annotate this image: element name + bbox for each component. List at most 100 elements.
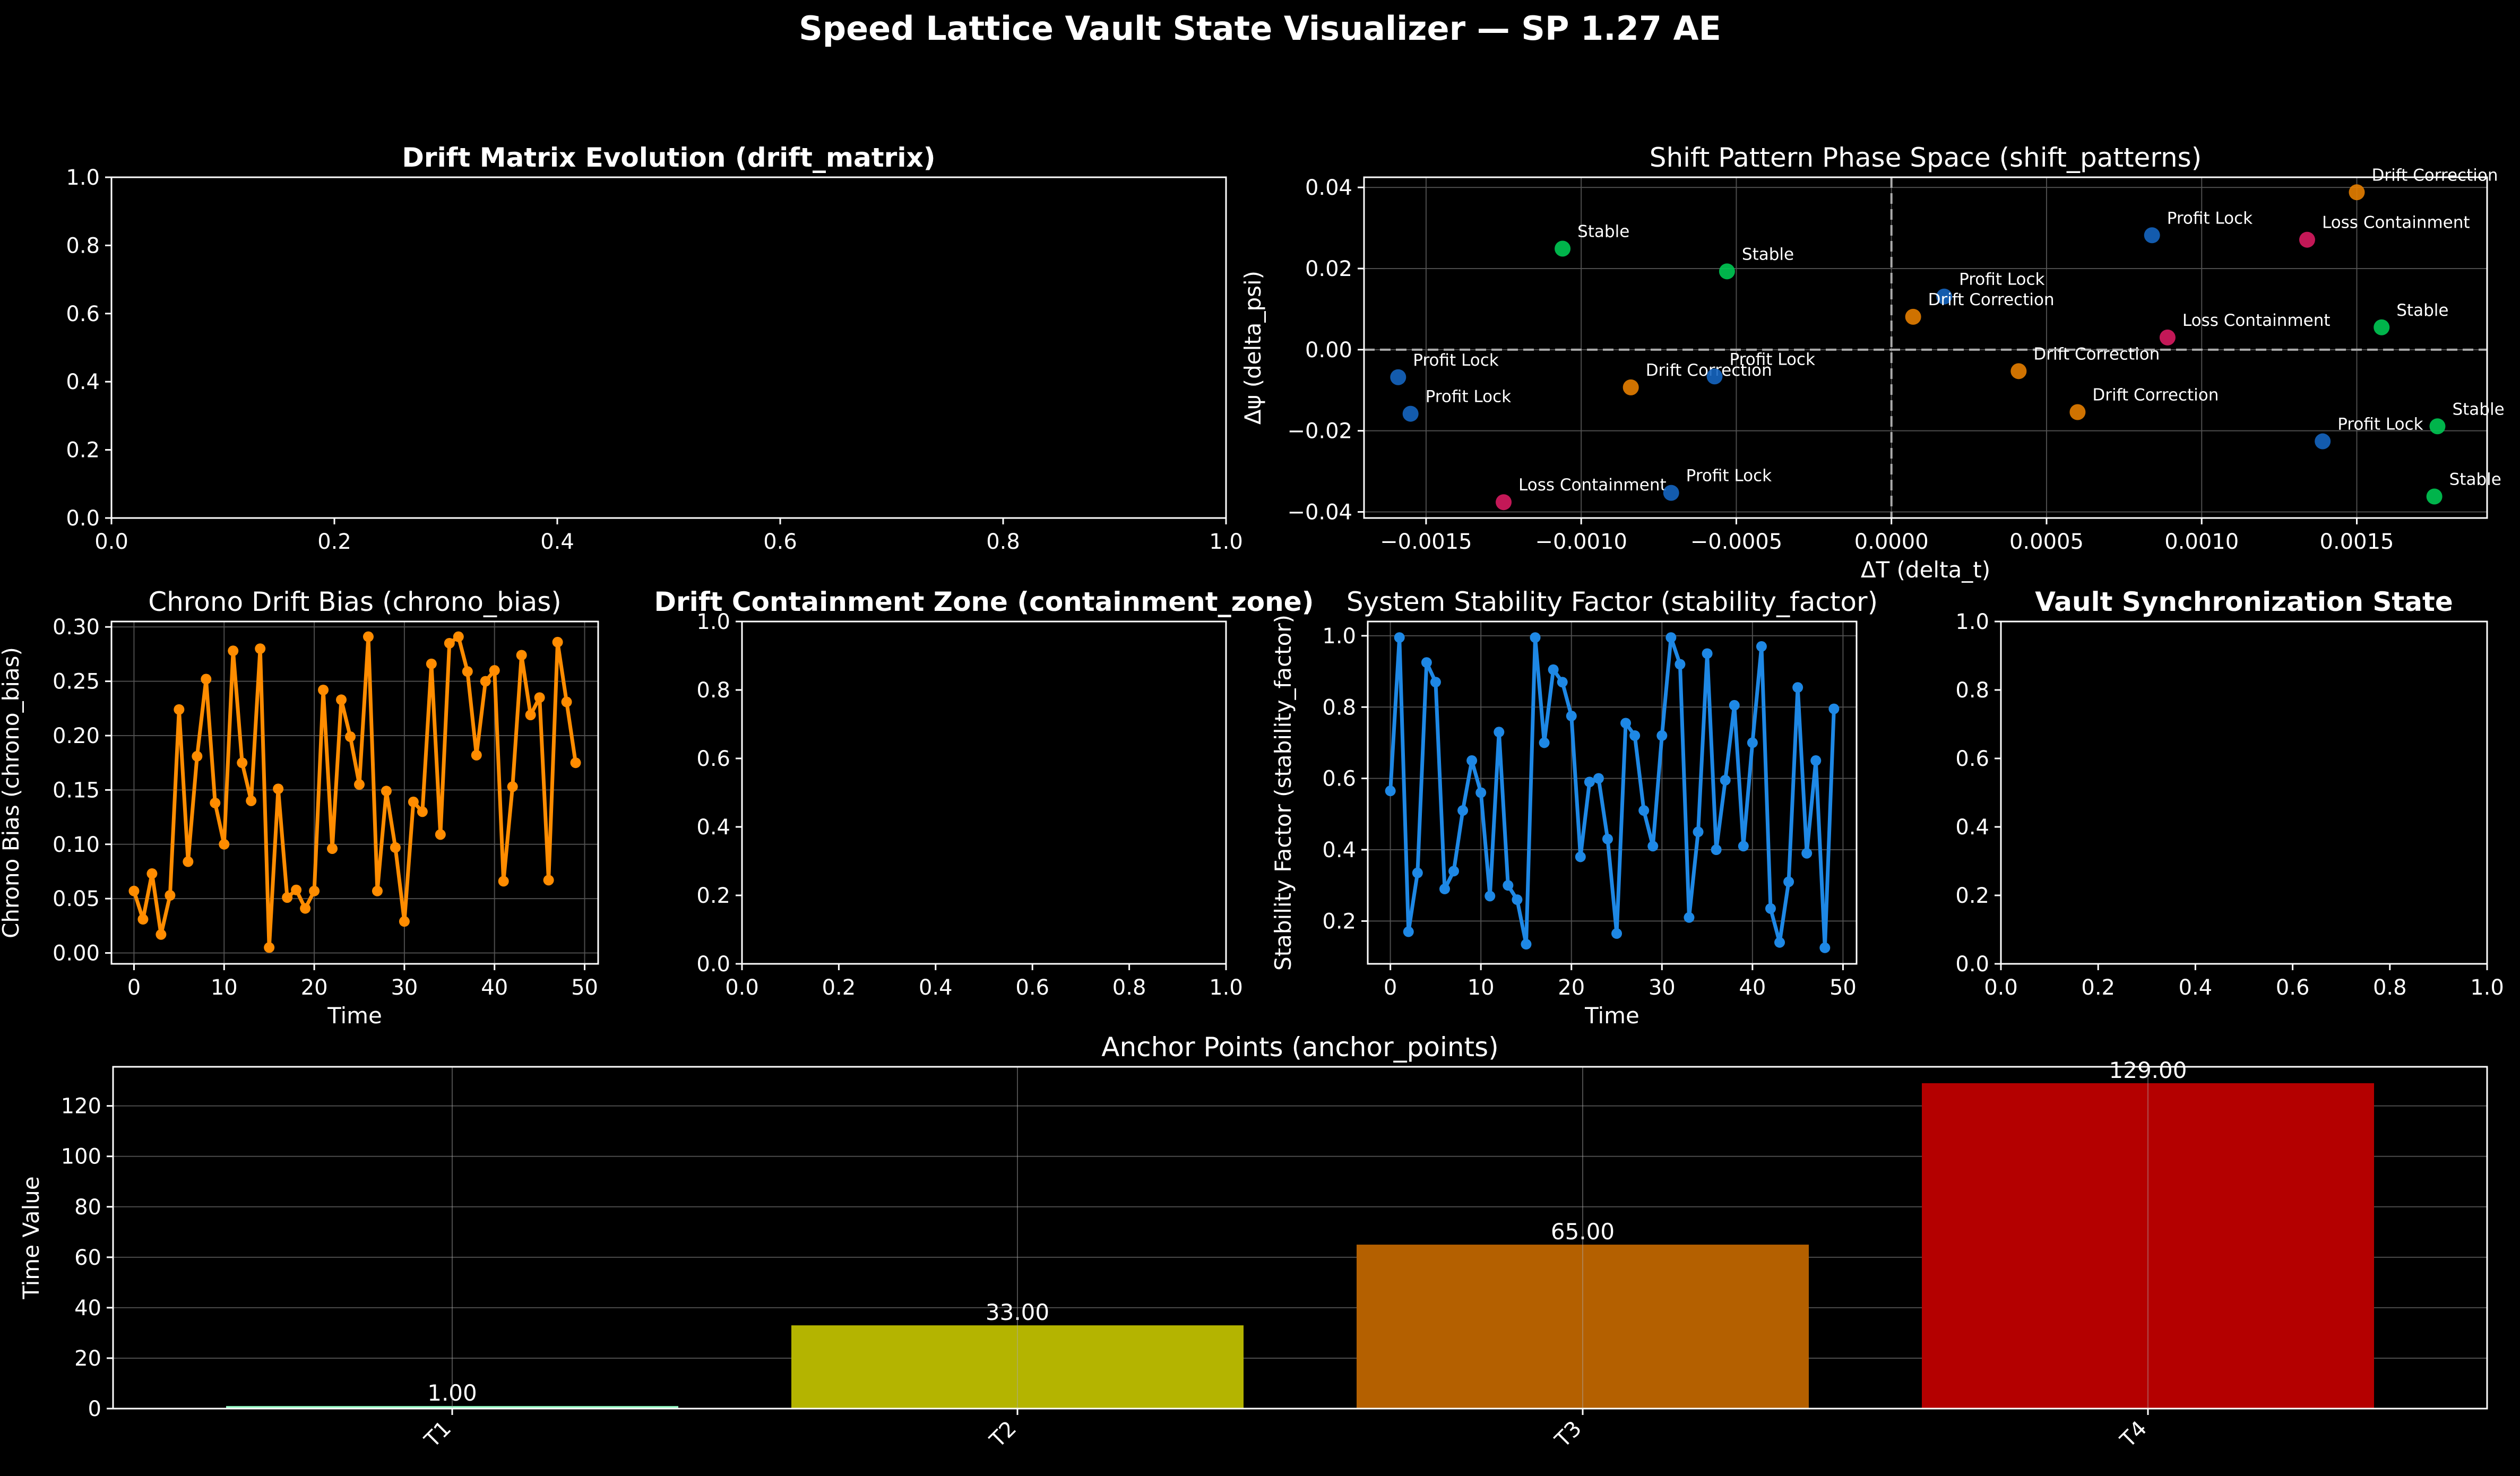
series-point xyxy=(507,781,518,792)
y-tick-label: 0.00 xyxy=(1305,338,1352,362)
scatter-point-profit-lock xyxy=(2315,433,2331,450)
point-annotation: Loss Containment xyxy=(2182,311,2331,330)
series-point xyxy=(246,795,257,806)
series-point xyxy=(1792,682,1803,693)
point-annotation: Profit Lock xyxy=(1730,350,1815,369)
series-point xyxy=(192,750,203,762)
axes-frame xyxy=(112,1066,2488,1410)
axes-frame xyxy=(1367,620,1858,965)
x-tick-label: 10 xyxy=(211,976,238,1000)
x-tick-label: 30 xyxy=(1649,976,1676,1000)
x-tick-label: 0.8 xyxy=(2373,976,2407,1000)
series-point xyxy=(156,929,167,940)
y-tick-label: 0.0 xyxy=(1955,952,1989,977)
series-point xyxy=(561,696,572,707)
axes-title: Anchor Points (anchor_points) xyxy=(1101,1032,1498,1063)
series-point xyxy=(291,884,302,895)
scatter-point-stable xyxy=(2429,418,2446,435)
series-point xyxy=(390,842,401,853)
subplot-stability_factor: 0 10 20 30 40 50 0.2 0.4 0.6 0.8 1.0 System Stabili… xyxy=(1270,586,1878,1029)
y-tick-label: 0.8 xyxy=(66,234,100,258)
series-point xyxy=(453,631,464,642)
series-point xyxy=(1466,755,1478,766)
y-axis-label: Stability Factor (stability_factor) xyxy=(1270,615,1296,971)
series-point xyxy=(1475,787,1487,798)
series-point xyxy=(219,839,230,850)
x-tick-label: 0.0000 xyxy=(1854,530,1929,554)
bar-t1 xyxy=(226,1406,678,1409)
y-tick-label: 20 xyxy=(74,1346,101,1371)
series-point xyxy=(183,856,194,867)
y-tick-label: 0.6 xyxy=(696,747,730,771)
scatter-point-drift-correction xyxy=(2010,363,2027,379)
bar-value-label: 33.00 xyxy=(986,1299,1049,1325)
y-tick-label: 100 xyxy=(61,1145,101,1169)
axes-title: Vault Synchronization State xyxy=(2035,586,2453,617)
x-tick-label: 0.0015 xyxy=(2320,530,2394,554)
axes-title: Chrono Drift Bias (chrono_bias) xyxy=(148,586,562,617)
y-tick-label: 0.20 xyxy=(53,724,100,748)
series-point xyxy=(300,903,311,914)
scatter-point-drift-correction xyxy=(1905,308,1921,325)
series-point xyxy=(543,875,554,886)
series-point xyxy=(435,829,446,840)
figure-suptitle: Speed Lattice Vault State Visualizer — S… xyxy=(799,9,1721,48)
point-annotation: Drift Correction xyxy=(2092,386,2219,405)
x-tick-label: 10 xyxy=(1468,976,1495,1000)
y-axis-label: Time Value xyxy=(18,1176,44,1299)
series-point xyxy=(353,779,365,790)
scatter-point-profit-lock xyxy=(1936,288,1953,305)
series-line xyxy=(132,635,578,950)
point-annotation: Drift Correction xyxy=(2371,166,2498,185)
axes-frame xyxy=(110,176,1227,519)
series-point xyxy=(1693,826,1704,838)
bar-value-label: 129.00 xyxy=(2109,1057,2187,1083)
y-tick-label: 120 xyxy=(61,1094,101,1119)
series-point xyxy=(1530,632,1541,643)
series-point xyxy=(399,916,410,927)
subplot-vault_sync: Vault Synchronization State 0.0 0.2 0.4 0.6 0… xyxy=(1955,586,2504,1000)
series-point xyxy=(1394,632,1405,643)
series-point xyxy=(1720,774,1731,786)
point-annotation: Loss Containment xyxy=(1518,476,1667,495)
point-annotation: Profit Lock xyxy=(1426,387,1511,407)
x-tick-label: 0.2 xyxy=(317,530,351,554)
y-axis-label: Chrono Bias (chrono_bias) xyxy=(0,647,24,938)
series-point xyxy=(1494,727,1505,738)
series-point xyxy=(1602,833,1613,844)
y-tick-label: 0.2 xyxy=(696,884,730,908)
series-point xyxy=(1665,632,1677,643)
y-tick-label: 0.0 xyxy=(696,952,730,977)
axes-title: Drift Matrix Evolution (drift_matrix) xyxy=(402,142,935,173)
series-point xyxy=(345,731,356,743)
y-tick-label: 0.25 xyxy=(53,670,100,694)
y-tick-label: 1.0 xyxy=(696,610,730,634)
series-point xyxy=(408,796,419,807)
series-point xyxy=(1575,851,1586,862)
y-tick-label: 1.0 xyxy=(1322,624,1356,649)
scatter-point-drift-correction xyxy=(2069,404,2086,420)
subplots: Drift Matrix Evolution (drift_matrix) 0.0… xyxy=(0,142,2505,1453)
axes-frame xyxy=(2000,620,2488,965)
bar-t3 xyxy=(1357,1245,1809,1409)
x-tick-label: 0.0 xyxy=(1984,976,2018,1000)
series-point xyxy=(1521,939,1532,950)
series-point xyxy=(1439,883,1450,894)
axes-frame xyxy=(1363,176,2488,519)
x-tick-label: −0.0015 xyxy=(1380,530,1472,554)
scatter-point-loss-containment xyxy=(2159,329,2176,346)
y-tick-label: 0.6 xyxy=(1322,767,1356,791)
y-tick-label: 80 xyxy=(74,1195,101,1220)
series-point xyxy=(363,631,374,642)
axes-frame xyxy=(741,620,1227,965)
series-point xyxy=(128,885,140,896)
series-point xyxy=(1620,718,1632,729)
series-point xyxy=(210,797,221,808)
series-point xyxy=(228,645,239,657)
y-tick-label: 1.0 xyxy=(66,166,100,190)
subplot-chrono_bias: 0 10 20 30 40 50 0.00 0.05 0.10 0.15 0.20 0.25 0.30 C… xyxy=(0,586,599,1029)
subplot-drift_matrix: Drift Matrix Evolution (drift_matrix) 0.0… xyxy=(66,142,1242,554)
scatter-point-loss-containment xyxy=(2299,231,2315,248)
